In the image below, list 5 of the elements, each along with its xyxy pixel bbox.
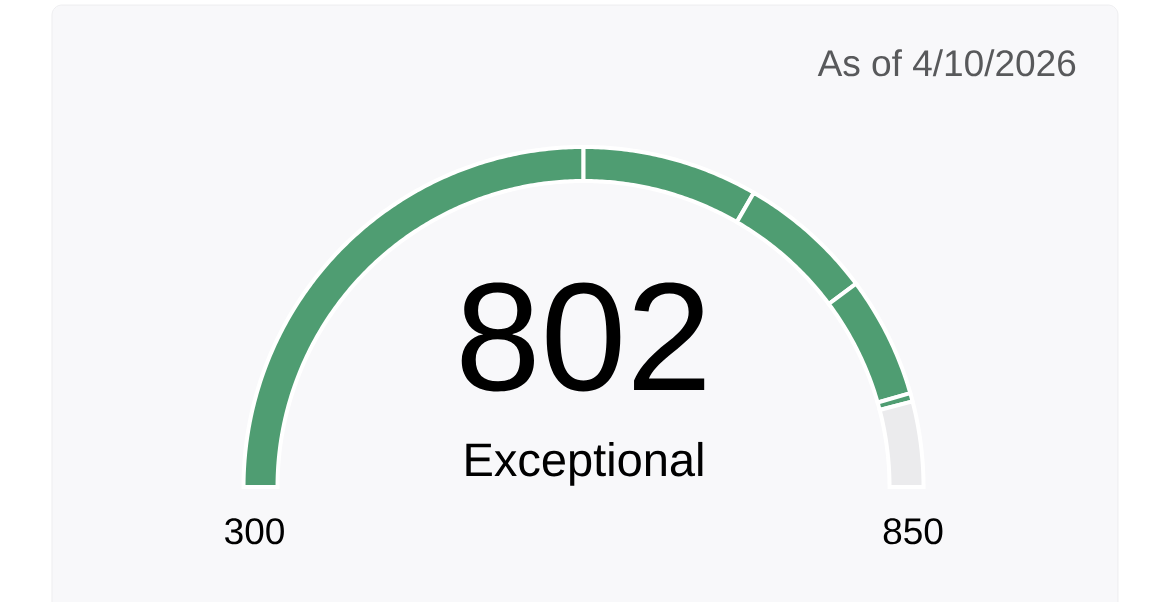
text: Exceptional bbox=[466, 441, 703, 486]
text: 300 bbox=[225, 518, 284, 545]
text: As of 4/10/2026 bbox=[817, 49, 1076, 77]
text: 850 bbox=[883, 518, 943, 545]
text: 802 bbox=[461, 282, 705, 392]
